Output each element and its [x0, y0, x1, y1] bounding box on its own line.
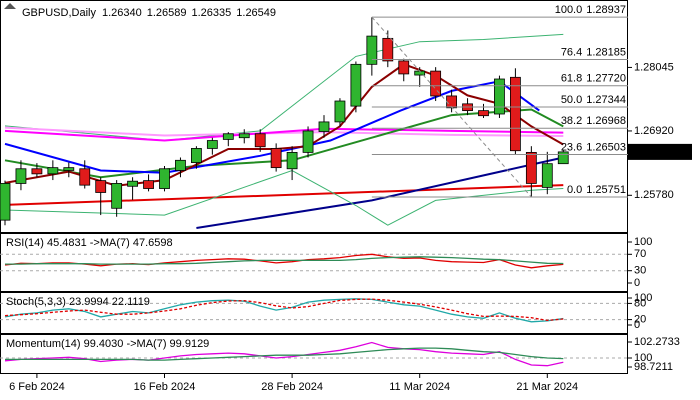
y-tick-label: 100 — [634, 236, 652, 248]
last-price-label: 1.26549 — [634, 146, 674, 158]
indicator-line — [4, 169, 564, 226]
indicator-line — [4, 253, 564, 269]
candle-body — [366, 35, 378, 65]
y-tick-label: 1.28045 — [634, 61, 674, 73]
panel-border — [0, 0, 628, 233]
panel-title: Stoch(5,3,3) 23.9994 22.1119 — [6, 296, 150, 308]
indicator-line — [4, 184, 564, 206]
candle-body — [0, 183, 11, 221]
panel-title: Momentum(14) 99.4030 ->MA(7) 99.9129 — [6, 338, 209, 350]
y-tick-label: 70 — [634, 248, 646, 260]
candle-body — [446, 95, 458, 109]
candle-body — [286, 151, 298, 170]
panel-border — [0, 334, 628, 374]
x-tick-label: 28 Feb 2024 — [261, 381, 323, 393]
candle-body — [63, 167, 75, 171]
y-tick-label: 80 — [634, 297, 646, 309]
candle-body — [111, 183, 123, 209]
ohlc-value: 1.26549 — [236, 7, 276, 19]
fib-ratio-label: 76.4 — [561, 46, 582, 58]
candle-body — [270, 148, 282, 169]
symbol-icon — [4, 3, 16, 9]
y-tick-label: 0 — [634, 319, 640, 331]
candle-body — [175, 159, 186, 171]
candle-body — [302, 130, 314, 153]
indicator-line — [4, 80, 540, 174]
candle-body — [159, 168, 170, 189]
candle-body — [222, 133, 234, 140]
fib-ratio-label: 23.6 — [561, 141, 582, 153]
candle-body — [541, 163, 553, 188]
indicator-line — [4, 341, 564, 367]
candle-body — [127, 180, 138, 187]
y-tick-label: 100 — [634, 352, 652, 364]
candle-body — [15, 168, 27, 184]
candle-body — [525, 151, 537, 184]
candle-body — [382, 37, 394, 62]
indicator-line — [5, 347, 564, 361]
candle-body — [143, 180, 154, 189]
candle-body — [31, 168, 43, 175]
candle-body — [190, 148, 202, 163]
plot-area — [0, 253, 628, 272]
x-tick-label: 21 Mar 2024 — [516, 381, 578, 393]
candle-body — [47, 167, 59, 175]
fib-price-label: 1.27720 — [586, 73, 626, 85]
candle-body — [318, 121, 330, 132]
y-tick-label: 20 — [634, 314, 646, 326]
y-tick-label: 30 — [634, 265, 646, 277]
plot-area — [0, 341, 628, 367]
fib-price-label: 1.28937 — [586, 4, 626, 16]
fib-ratio-label: 50.0 — [561, 94, 582, 106]
fib-ratio-label: 100.0 — [555, 4, 583, 16]
candle-body — [430, 70, 442, 97]
panel-border — [0, 292, 628, 334]
y-tick-label: 1.26920 — [634, 125, 674, 137]
y-tick-label: 0 — [634, 277, 640, 289]
candle-body — [557, 151, 569, 165]
indicator-line — [4, 298, 564, 323]
y-tick-label: 100 — [634, 292, 652, 304]
candle-body — [398, 60, 410, 75]
panel-title: RSI(14) 45.4831 ->MA(7) 47.6598 — [6, 237, 173, 249]
plot-area — [0, 17, 569, 229]
indicator-line — [5, 256, 564, 265]
panel-border — [0, 233, 628, 292]
candle-body — [350, 63, 362, 107]
y-tick-label: 102.2733 — [634, 336, 680, 348]
candle-body — [254, 133, 266, 148]
ohlc-value: 1.26335 — [192, 7, 232, 19]
fib-price-label: 1.28185 — [586, 46, 626, 58]
candle-body — [79, 168, 91, 186]
fib-price-label: 1.27344 — [586, 94, 626, 106]
fib-price-label: 1.26968 — [586, 115, 626, 127]
candle-body — [95, 180, 107, 193]
indicator-line — [4, 298, 564, 322]
fib-price-label: 1.26503 — [586, 141, 626, 153]
indicator-line — [196, 156, 564, 229]
candle-body — [494, 78, 505, 115]
candle-body — [478, 110, 489, 117]
chart-title: GBPUSD,Daily — [22, 7, 96, 19]
fib-price-label: 1.25751 — [586, 184, 626, 196]
candle-body — [206, 140, 218, 149]
last-price-box — [628, 143, 692, 160]
fib-ratio-label: 61.8 — [561, 73, 582, 85]
x-tick-label: 11 Mar 2024 — [389, 381, 450, 393]
fib-ratio-label: 0.0 — [567, 184, 582, 196]
candle-body — [238, 133, 250, 139]
fib-ratio-label: 38.2 — [561, 115, 582, 127]
x-tick-label: 16 Feb 2024 — [134, 381, 196, 393]
x-tick-label: 6 Feb 2024 — [9, 381, 65, 393]
ohlc-value: 1.26589 — [147, 7, 187, 19]
plot-area — [0, 298, 628, 323]
y-tick-label: 1.25780 — [634, 189, 674, 201]
candle-body — [334, 100, 346, 123]
candle-body — [509, 76, 521, 152]
y-tick-label: 98.7211 — [634, 361, 673, 373]
ohlc-value: 1.26340 — [102, 7, 142, 19]
